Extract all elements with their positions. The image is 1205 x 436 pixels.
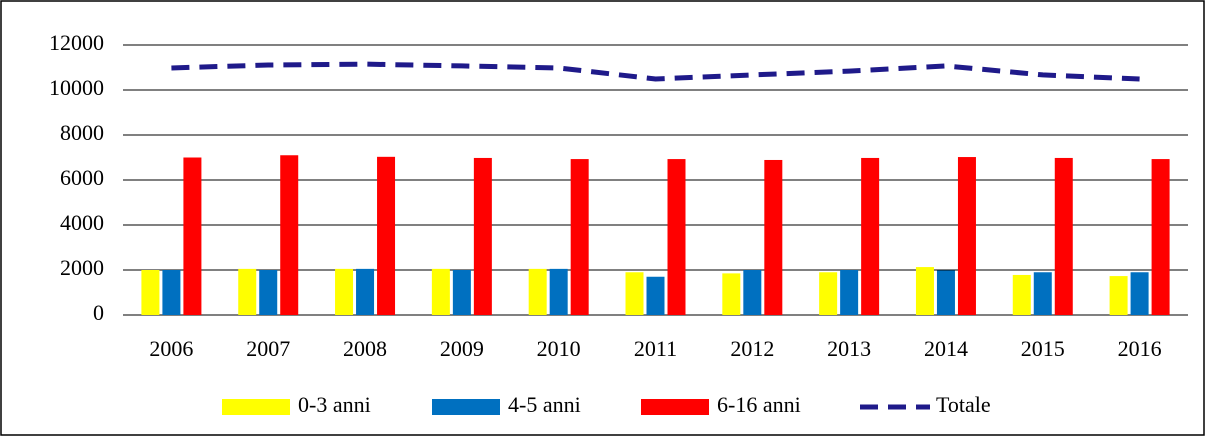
line-series [171, 61, 1140, 82]
bar [646, 276, 665, 315]
bar [1130, 272, 1149, 315]
bar [819, 272, 838, 315]
x-tick-label: 2010 [537, 336, 581, 361]
x-tick-label: 2012 [730, 336, 774, 361]
legend-swatch [432, 399, 500, 415]
bar [259, 270, 278, 315]
bar [764, 159, 783, 315]
y-tick-label: 4000 [60, 210, 104, 235]
bar [861, 157, 880, 315]
bar [1012, 274, 1031, 315]
y-tick-label: 0 [93, 300, 104, 325]
bar [570, 159, 589, 315]
bar [549, 268, 568, 315]
legend-label: 6-16 anni [717, 392, 801, 417]
x-tick-label: 2016 [1118, 336, 1162, 361]
bar [1109, 276, 1128, 315]
bar [335, 268, 354, 315]
bar [936, 270, 955, 315]
x-tick-label: 2015 [1021, 336, 1065, 361]
bar [183, 157, 202, 315]
legend-swatch [222, 399, 290, 415]
bar [280, 155, 299, 315]
bar [625, 272, 644, 315]
y-tick-label: 12000 [49, 30, 104, 55]
x-tick-label: 2006 [149, 336, 193, 361]
legend-label: 4-5 anni [508, 392, 581, 417]
bar [743, 270, 762, 315]
x-tick-label: 2008 [343, 336, 387, 361]
bar [238, 268, 257, 315]
bar [840, 270, 859, 315]
x-tick-label: 2013 [827, 336, 871, 361]
bar [356, 268, 375, 315]
bar [1054, 157, 1073, 315]
bar [667, 159, 686, 315]
bar [722, 273, 741, 315]
bar [452, 270, 471, 315]
bar [528, 268, 547, 315]
bar [1151, 159, 1170, 315]
y-tick-label: 2000 [60, 255, 104, 280]
bar [915, 267, 934, 315]
bar [162, 270, 181, 315]
bar [957, 157, 976, 315]
bar [473, 157, 492, 315]
bar [431, 268, 450, 315]
legend-swatch [641, 399, 709, 415]
x-tick-label: 2009 [440, 336, 484, 361]
y-tick-label: 6000 [60, 165, 104, 190]
bar [141, 270, 160, 315]
x-tick-label: 2014 [924, 336, 968, 361]
bar [377, 156, 396, 315]
bar [1033, 272, 1052, 315]
x-tick-label: 2011 [634, 336, 677, 361]
y-tick-label: 10000 [49, 75, 104, 100]
y-tick-label: 8000 [60, 120, 104, 145]
x-tick-label: 2007 [246, 336, 290, 361]
legend-label: Totale [936, 392, 991, 417]
legend-label: 0-3 anni [298, 392, 371, 417]
